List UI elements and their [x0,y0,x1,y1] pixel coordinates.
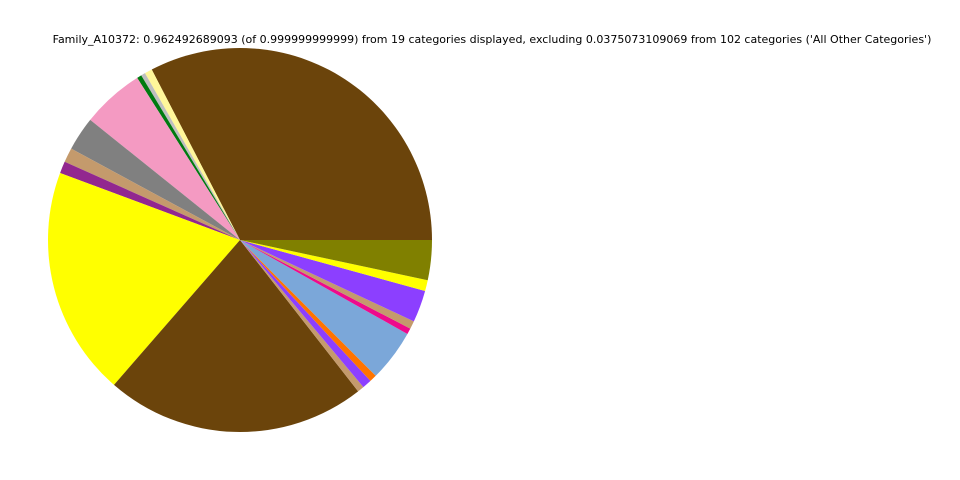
pie-slice-14 [240,240,408,376]
pie-slice-10 [113,240,359,432]
pie-slice-19 [240,240,432,281]
pie-slice-13 [240,240,376,381]
pie-slice-15 [240,240,411,334]
pie-slice-2 [144,69,240,240]
chart-title: Family_A10372: 0.962492689093 (of 0.9999… [52,33,932,46]
pie-slice-5 [90,77,240,241]
pie-slice-11 [240,240,364,392]
pie-slice-7 [64,148,240,240]
pie-slice-12 [240,240,371,388]
pie-slice-18 [240,240,428,292]
pie-slice-3 [141,73,240,240]
pie-slice-17 [240,240,426,322]
pie-slice-8 [60,161,240,240]
pie-slice-16 [240,240,414,329]
pie-slice-1 [151,47,432,240]
pie-slice-9 [48,172,240,385]
pie-slice-4 [137,75,240,241]
pie-slice-6 [71,119,240,240]
